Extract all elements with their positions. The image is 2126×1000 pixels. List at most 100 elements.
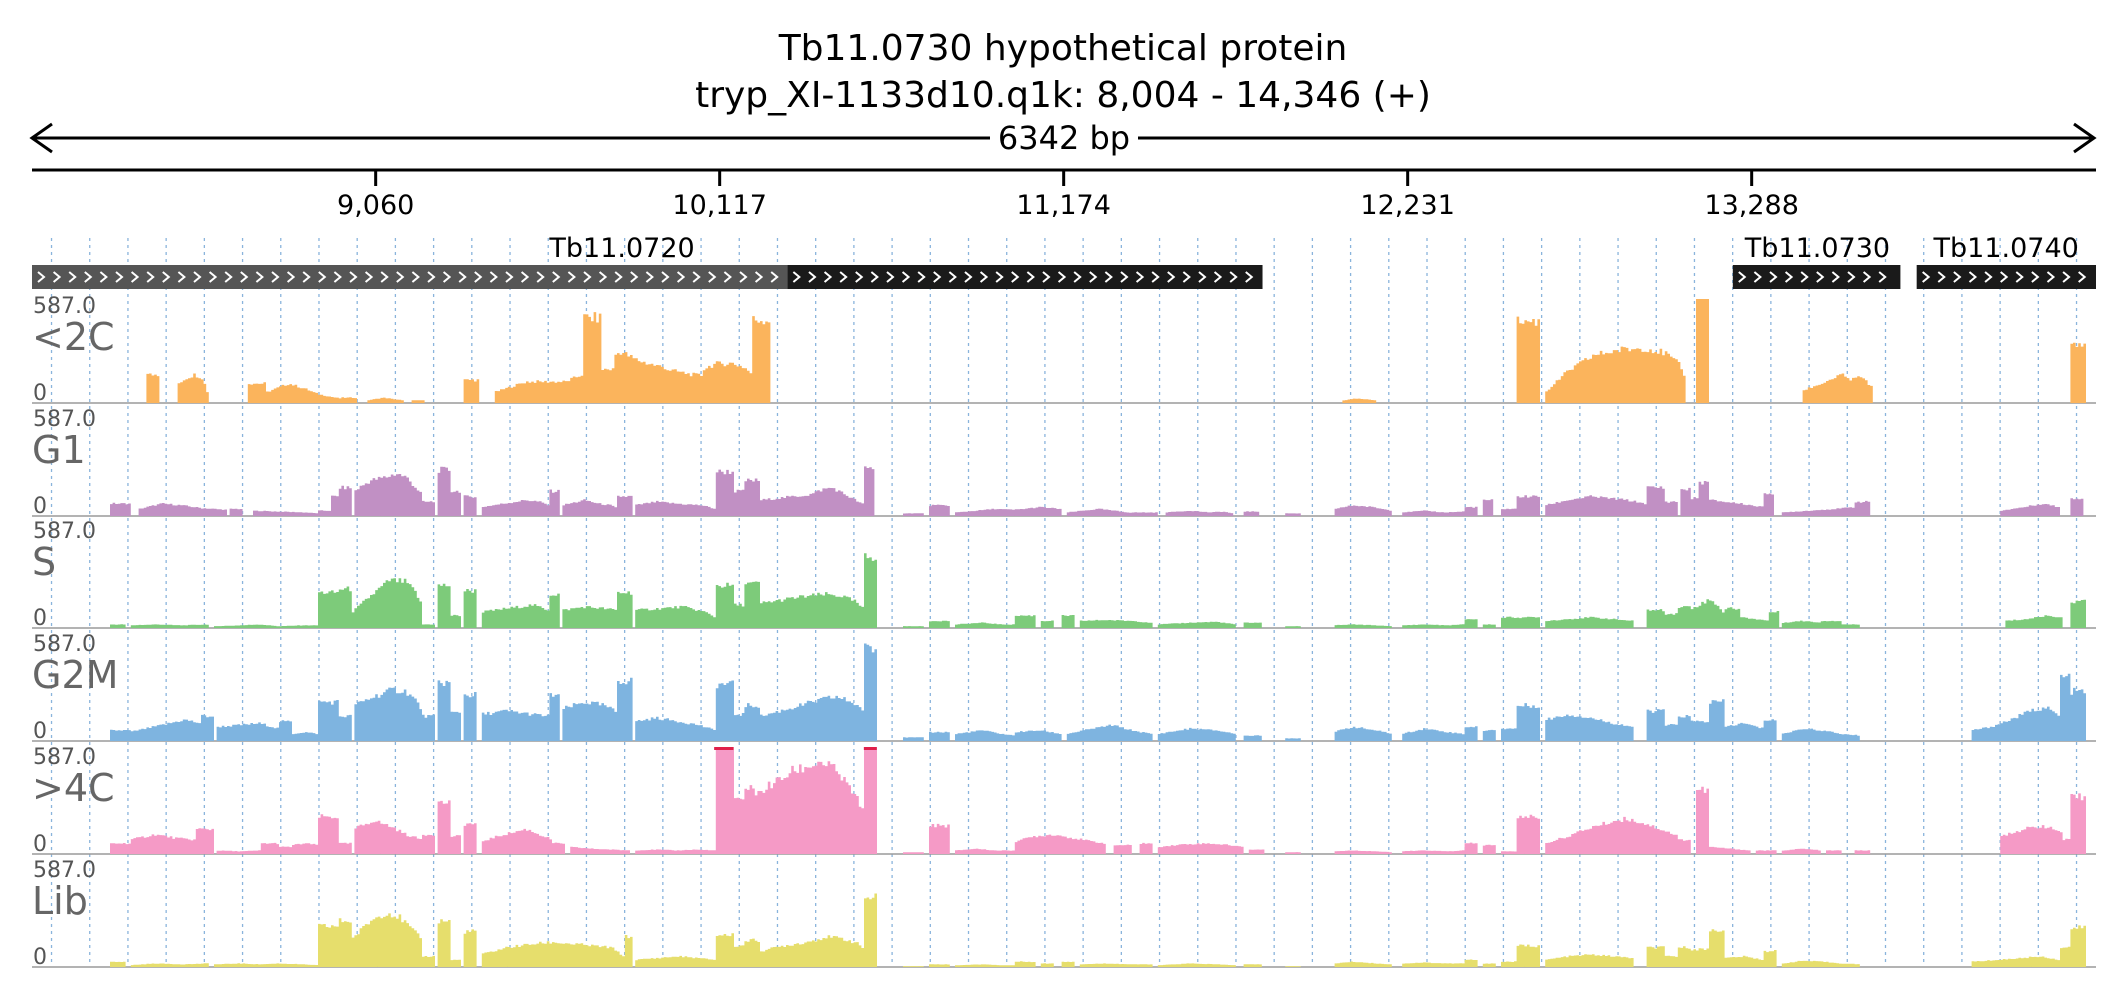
strand-chevron-icon	[1104, 271, 1113, 283]
strand-chevron-icon	[536, 271, 545, 283]
strand-chevron-icon	[917, 271, 926, 283]
strand-chevron-icon	[964, 271, 973, 283]
span-ruler: 6342 bp	[29, 119, 2097, 157]
strand-chevron-icon	[995, 271, 1004, 283]
gene-label: Tb11.0720	[548, 233, 694, 264]
strand-chevron-icon	[598, 271, 608, 283]
strand-chevron-icon	[99, 271, 108, 283]
strand-chevron-icon	[2000, 271, 2009, 283]
strand-chevron-icon	[193, 271, 202, 283]
strand-chevron-icon	[474, 271, 483, 283]
strand-chevron-icon	[583, 271, 592, 283]
strand-chevron-icon	[948, 271, 957, 283]
track-name-label: G1	[32, 428, 86, 472]
coverage-track: 587.0 0 S	[32, 519, 2096, 631]
strand-chevron-icon	[739, 271, 748, 283]
track-max-label: 587.0	[33, 519, 96, 544]
strand-chevron-icon	[1831, 271, 1840, 283]
strand-chevron-icon	[1953, 271, 1962, 283]
strand-chevron-icon	[333, 271, 342, 283]
strand-chevron-icon	[754, 271, 764, 283]
axis-tick-label: 9,060	[337, 190, 414, 221]
track-max-label: 587.0	[33, 632, 96, 657]
strand-chevron-icon	[1753, 271, 1762, 283]
track-name-label: G2M	[32, 653, 118, 697]
strand-chevron-icon	[442, 271, 452, 283]
strand-chevron-icon	[1862, 271, 1872, 283]
strand-chevron-icon	[886, 271, 895, 283]
strand-chevron-icon	[271, 271, 280, 283]
strand-chevron-icon	[302, 271, 311, 283]
strand-chevron-icon	[52, 271, 62, 283]
strand-chevron-icon	[708, 271, 717, 283]
strand-chevron-icon	[1135, 271, 1145, 283]
track-min-label: 0	[33, 832, 47, 857]
strand-chevron-icon	[1213, 271, 1223, 283]
strand-chevron-icon	[770, 271, 779, 283]
strand-chevron-icon	[130, 271, 140, 283]
strand-chevron-icon	[1922, 271, 1931, 283]
strand-chevron-icon	[286, 271, 296, 283]
gene-feature[interactable]	[32, 265, 788, 289]
strand-chevron-icon	[1011, 271, 1020, 283]
strand-chevron-icon	[1816, 271, 1825, 283]
strand-chevron-icon	[839, 271, 848, 283]
gene-label: Tb11.0730	[1744, 233, 1890, 264]
strand-chevron-icon	[692, 271, 701, 283]
strand-chevron-icon	[979, 271, 989, 283]
strand-chevron-icon	[68, 271, 77, 283]
strand-chevron-icon	[1073, 271, 1082, 283]
clip-marker	[863, 747, 877, 750]
coordinate-axis: 9,060 10,117 11,174 12,231 13,288	[32, 168, 2096, 221]
arrow-left-icon	[29, 122, 53, 154]
strand-chevron-icon	[676, 271, 686, 283]
axis-tick-label: 13,288	[1704, 190, 1798, 221]
axis-tick-label: 12,231	[1360, 190, 1454, 221]
strand-chevron-icon	[349, 271, 358, 283]
track-max-label: 587.0	[33, 858, 96, 883]
track-name-label: >4C	[32, 766, 115, 810]
strand-chevron-icon	[427, 271, 436, 283]
gene-feature[interactable]	[1732, 265, 1901, 289]
strand-chevron-icon	[901, 271, 911, 283]
coverage-bars	[146, 299, 2086, 403]
strand-chevron-icon	[162, 271, 171, 283]
track-min-label: 0	[33, 606, 47, 631]
strand-chevron-icon	[1738, 271, 1747, 283]
strand-chevron-icon	[645, 271, 654, 283]
coverage-bars	[110, 750, 2086, 854]
coverage-bars	[110, 893, 2086, 967]
strand-chevron-icon	[1120, 271, 1129, 283]
strand-chevron-icon	[855, 271, 864, 283]
gene-feature[interactable]	[787, 265, 1263, 289]
coverage-bars	[110, 466, 2084, 516]
track-min-label: 0	[33, 494, 47, 519]
strand-chevron-icon	[364, 271, 374, 283]
strand-chevron-icon	[614, 271, 623, 283]
chart-title: Tb11.0730 hypothetical protein	[778, 28, 1348, 69]
strand-chevron-icon	[1089, 271, 1098, 283]
strand-chevron-icon	[2062, 271, 2071, 283]
strand-chevron-icon	[380, 271, 389, 283]
strand-chevron-icon	[2046, 271, 2056, 283]
strand-chevron-icon	[1057, 271, 1067, 283]
strand-chevron-icon	[2031, 271, 2040, 283]
track-name-label: Lib	[32, 879, 88, 923]
strand-chevron-icon	[2015, 271, 2024, 283]
axis-tick-label: 10,117	[672, 190, 766, 221]
coverage-tracks: 587.00<2C587.00G1587.00S587.00G2M587.00>…	[32, 294, 2096, 970]
strand-chevron-icon	[489, 271, 498, 283]
strand-chevron-icon	[177, 271, 186, 283]
coverage-bars	[110, 643, 2086, 741]
strand-chevron-icon	[458, 271, 467, 283]
track-max-label: 587.0	[33, 294, 96, 319]
strand-chevron-icon	[723, 271, 732, 283]
coverage-track: 587.0 0 G2M	[32, 632, 2096, 744]
gene-track: Tb11.0720 Tb11.0730 Tb11.0740	[32, 233, 2096, 289]
strand-chevron-icon	[1937, 271, 1946, 283]
strand-chevron-icon	[1198, 271, 1207, 283]
strand-chevron-icon	[1026, 271, 1035, 283]
strand-chevron-icon	[1968, 271, 1978, 283]
